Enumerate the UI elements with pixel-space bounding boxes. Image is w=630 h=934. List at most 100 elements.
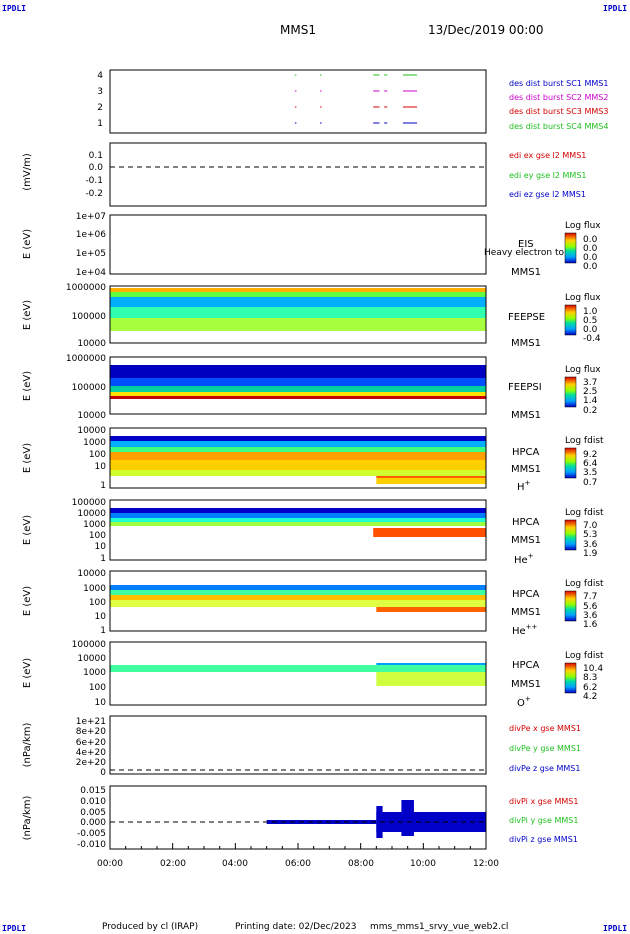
panel-feepse-spectrogram [109, 285, 487, 344]
legend-burst-sc4: des dist burst SC4 MMS4 [509, 122, 608, 131]
spectrogram-band [110, 585, 486, 590]
ylabel-hpca-h: E (eV) [22, 443, 33, 473]
legend-edi-ey: edi ey gse l2 MMS1 [509, 171, 587, 180]
ylabel-feepse: E (eV) [22, 300, 33, 330]
spectrogram-band [110, 365, 486, 378]
ytick: 1000 [83, 584, 106, 594]
colorbar-title: Log fdist [565, 651, 604, 661]
spectrogram-band [110, 513, 486, 518]
ytick: 10 [95, 698, 107, 708]
legend-burst-sc2: des dist burst SC2 MMS2 [509, 93, 608, 102]
ytick: 10000 [77, 569, 106, 579]
colorbar-tick: 8.3 [583, 673, 597, 683]
panel-hpca-he-spectrogram [109, 499, 487, 561]
colorbar-tick: 9.2 [583, 450, 597, 460]
legend-edi-ex: edi ex gse l2 MMS1 [509, 151, 586, 160]
colorbar-title: Log flux [565, 293, 601, 303]
figure-date: 13/Dec/2019 00:00 [428, 23, 544, 37]
ytick: 1000 [83, 438, 106, 448]
colorbar-tick: 10.4 [583, 664, 603, 674]
spectrogram-band [110, 452, 486, 460]
ytick: 4e+20 [76, 748, 107, 758]
legend-divpe-z: divPe z gse MMS1 [509, 764, 580, 773]
instrument-hpca-h: HPCA [512, 447, 540, 458]
colorbar-tick: 1.6 [583, 620, 598, 630]
colorbar-feepse: Log flux 1.0 0.5 0.0 -0.4 [564, 293, 601, 344]
colorbar-tick: 0.7 [583, 478, 597, 488]
ytick: 3 [97, 87, 103, 97]
colorbar-tick: 1.0 [583, 307, 598, 317]
ytick: 10000 [77, 411, 106, 421]
spectrogram-band [110, 508, 486, 513]
y-axis-titles: (mV/m) E (eV) E (eV) E (eV) E (eV) E (eV… [22, 153, 33, 840]
ytick: 1 [97, 119, 103, 129]
colorbar-tick: 7.7 [583, 592, 597, 602]
xtick-label: 12:00 [473, 859, 499, 869]
x-axis-ticks [109, 843, 487, 849]
ytick: 0.1 [89, 151, 103, 161]
ytick: 1e+21 [76, 717, 106, 727]
colorbar-tick: 0.0 [583, 253, 598, 263]
colorbar-eis: Log flux 0.0 0.0 0.0 0.0 [564, 221, 601, 272]
ytick: 2 [97, 103, 103, 113]
instrument-feepsi: FEEPSI [508, 382, 542, 393]
ytick: 100000 [72, 312, 107, 322]
ytick: -0.005 [77, 829, 106, 839]
panel-eis-frame [109, 214, 487, 275]
spectrogram-band [110, 396, 486, 399]
ytick: 1e+06 [76, 230, 107, 240]
panel-edi-frame [109, 142, 487, 207]
instrument-hpca-h-sc: MMS1 [511, 464, 541, 475]
ytick: 10000 [77, 509, 106, 519]
eis-overlay-text: Heavy electron to [484, 248, 564, 258]
legend-burst-sc1: des dist burst SC1 MMS1 [509, 79, 608, 88]
instrument-feepse: FEEPSE [508, 312, 545, 323]
colorbar-title: Log fdist [565, 508, 604, 518]
colorbar-tick: -0.4 [583, 334, 601, 344]
ytick: 1e+07 [76, 212, 106, 222]
ytick: -0.1 [85, 176, 103, 186]
xtick-label: 08:00 [348, 859, 374, 869]
corner-label-bottom-left: IPDLI [2, 924, 26, 933]
colorbar-tick: 0.5 [583, 316, 597, 326]
species-o: O+ [517, 695, 531, 709]
colorbar-hpca-h: Log fdist 9.2 6.4 3.5 0.7 [564, 436, 604, 488]
panel-feepsi-spectrogram [109, 356, 487, 415]
species-he: He+ [514, 552, 534, 566]
ytick: 1 [100, 626, 106, 636]
ytick: 1e+04 [76, 268, 107, 278]
instrument-hpca-o: HPCA [512, 660, 540, 671]
footer: Produced by cl (IRAP) Printing date: 02/… [102, 922, 508, 932]
species-h: H+ [517, 479, 531, 493]
ytick: 1 [100, 554, 106, 564]
colorbar-tick: 6.4 [583, 459, 598, 469]
colorbar-hpca-he: Log fdist 7.0 5.3 3.6 1.9 [564, 508, 604, 559]
legend-divpe-x: divPe x gse MMS1 [509, 724, 581, 733]
spectrogram-band [110, 441, 486, 447]
colorbar-tick: 0.0 [583, 325, 598, 335]
ytick: 0.0 [89, 163, 104, 173]
colorbar-tick: 0.0 [583, 262, 598, 272]
colorbar-hpca-o: Log fdist 10.4 8.3 6.2 4.2 [564, 651, 604, 702]
ylabel-hpca-he2: E (eV) [22, 586, 33, 616]
ytick: 2e+20 [76, 758, 107, 768]
instrument-hpca-he-sc: MMS1 [511, 535, 541, 546]
colorbar-title: Log flux [565, 221, 601, 231]
panel-hpca-he2-spectrogram [109, 570, 487, 632]
instrument-labels: EIS Heavy electron to MMS1 FEEPSE MMS1 F… [484, 239, 564, 709]
xtick-label: 02:00 [160, 859, 186, 869]
ytick: 1e+05 [76, 249, 106, 259]
corner-label-top-left: IPDLI [2, 4, 26, 13]
spectrogram-band [110, 436, 486, 441]
colorbar-tick: 7.0 [583, 521, 598, 531]
colorbar-tick: 6.2 [583, 683, 597, 693]
colorbar-hpca-he2: Log fdist 7.7 5.6 3.6 1.6 [564, 579, 604, 630]
ytick: 6e+20 [76, 738, 107, 748]
legend-divpi-y: divPi y gse MMS1 [509, 816, 578, 825]
ylabel-feepsi: E (eV) [22, 371, 33, 401]
colorbars: Log flux 0.0 0.0 0.0 0.0 Log flux 1.0 0.… [564, 221, 604, 702]
colorbar-tick: 3.6 [583, 540, 598, 550]
ytick: 100000 [72, 383, 107, 393]
instrument-hpca-o-sc: MMS1 [511, 679, 541, 690]
spectrogram-band [110, 386, 486, 392]
